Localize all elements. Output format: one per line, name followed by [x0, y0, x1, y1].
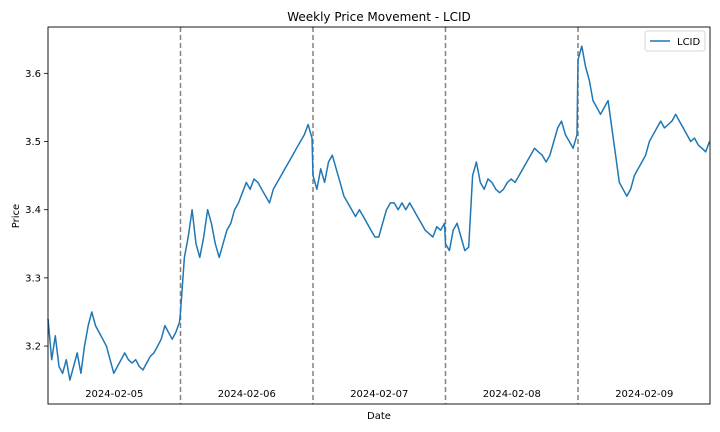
chart-title: Weekly Price Movement - LCID [287, 10, 471, 24]
x-axis-day-labels: 2024-02-05 2024-02-06 2024-02-07 2024-02-08… [85, 389, 673, 400]
y-tick-label: 3.3 [25, 273, 41, 284]
y-axis: 3.2 3.3 3.4 3.5 3.6 [25, 69, 48, 353]
x-axis-label: Date [367, 411, 391, 422]
y-tick-label: 3.2 [25, 342, 41, 353]
x-day-label: 2024-02-09 [615, 389, 673, 400]
y-tick-label: 3.4 [25, 205, 41, 216]
y-tick-label: 3.6 [25, 69, 41, 80]
series-line-lcid [47, 45, 711, 381]
legend: LCID [644, 30, 706, 52]
x-day-label: 2024-02-08 [483, 389, 541, 400]
x-day-label: 2024-02-06 [218, 389, 276, 400]
x-day-label: 2024-02-05 [85, 389, 143, 400]
y-tick-label: 3.5 [25, 137, 41, 148]
day-separators [179, 27, 579, 404]
x-day-label: 2024-02-07 [350, 389, 408, 400]
y-axis-label: Price [11, 204, 22, 228]
legend-box [644, 30, 706, 52]
plot-area [47, 26, 711, 405]
legend-entry-lcid: LCID [677, 37, 701, 48]
series-lines [47, 45, 711, 381]
